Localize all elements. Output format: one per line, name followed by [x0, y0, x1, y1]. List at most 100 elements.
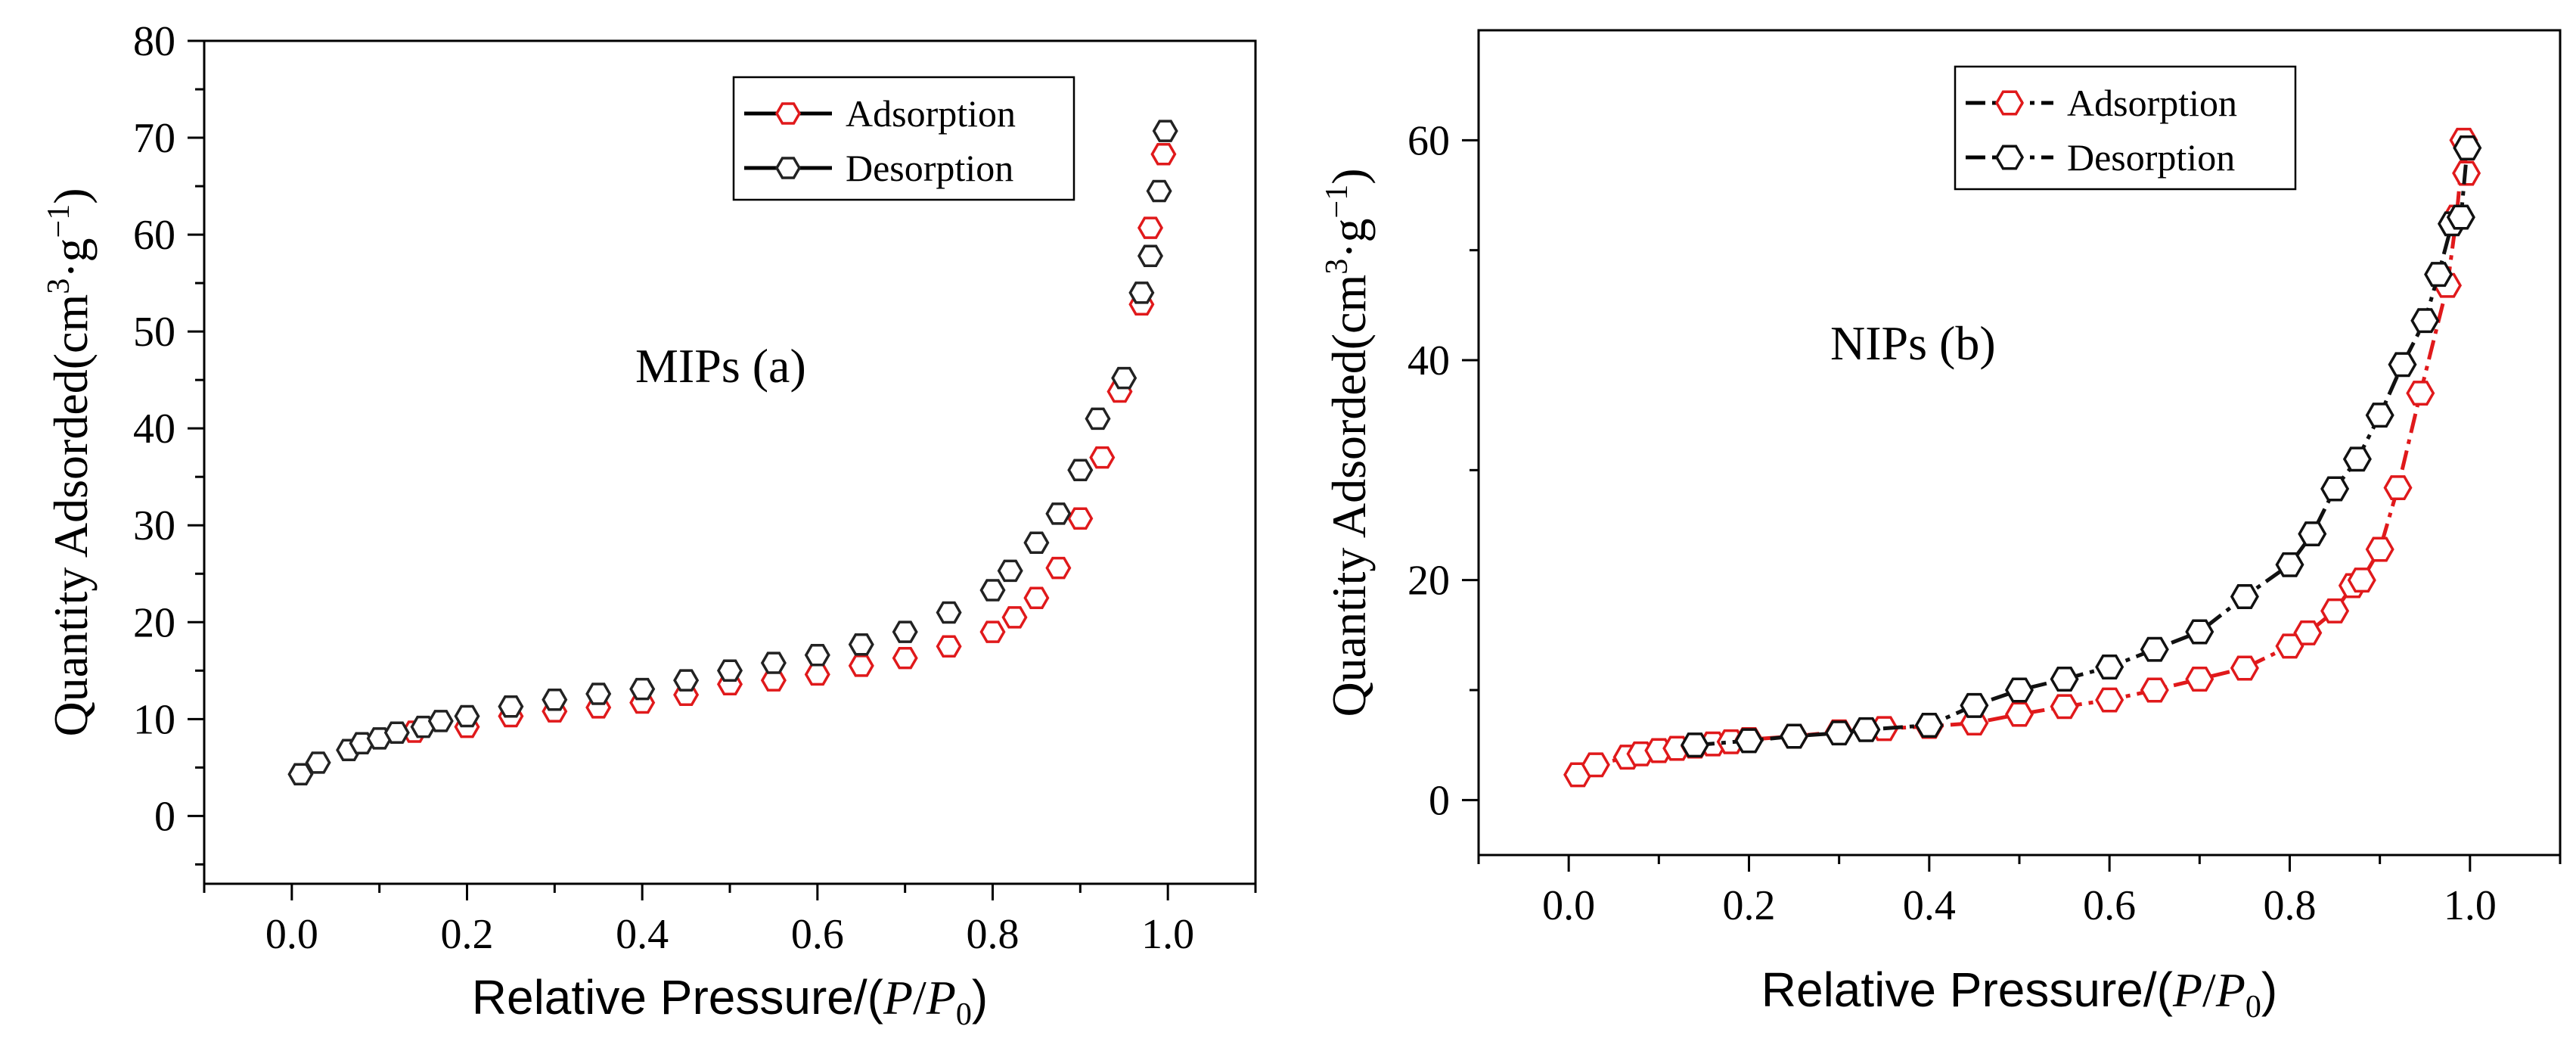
x-title-slash: / [913, 971, 926, 1025]
x-title-text: Relative Pressure/( [1761, 962, 2173, 1017]
data-point [2230, 655, 2259, 681]
data-point [1960, 692, 1989, 718]
series-adsorption [401, 143, 1177, 743]
y-axis-title: Quantity Adsorded(cm3·g−1) [42, 188, 98, 736]
data-point [760, 651, 787, 674]
y-title-close: ) [1322, 168, 1376, 184]
x-tick-label: 0.8 [967, 911, 1020, 958]
data-point [979, 620, 1006, 643]
x-tick-label: 0.0 [265, 911, 318, 958]
x-title-close: ) [972, 970, 988, 1025]
series-desorption [287, 120, 1178, 786]
x-tick-label: 0.6 [791, 911, 844, 958]
data-point [2342, 446, 2372, 472]
y-tick-label: 0 [154, 793, 175, 840]
legend-label: Adsorption [846, 92, 1016, 135]
data-point [287, 763, 314, 786]
data-point [1581, 752, 1610, 778]
x-tick-label: 0.0 [1542, 882, 1595, 929]
x-title-var: P [2215, 963, 2245, 1017]
chart-mips: MIPs (a) Relative Pressure/(P/P0) Quanti… [42, 18, 1257, 1032]
data-point [2388, 352, 2417, 378]
data-point [936, 635, 962, 658]
data-point [716, 659, 743, 683]
legend-label: Adsorption [2067, 82, 2237, 124]
data-point [804, 644, 830, 667]
data-point [2453, 135, 2482, 160]
x-axis-title: Relative Pressure/(P/P0) [1761, 962, 2277, 1025]
data-point [2383, 475, 2413, 501]
y-title-text: Quantity Adsorded(cm [44, 294, 98, 737]
y-tick-label: 10 [133, 696, 175, 743]
x-tick-label: 0.2 [1723, 882, 1776, 929]
data-point [1137, 216, 1164, 239]
data-point [2185, 619, 2214, 645]
y-tick-label: 60 [1407, 117, 1450, 164]
data-point [673, 669, 700, 692]
data-point [2185, 666, 2214, 692]
data-point [1045, 502, 1072, 525]
y-title-text: Quantity Adsorded(cm [1322, 275, 1376, 717]
data-point [2004, 677, 2034, 703]
x-tick-label: 0.4 [616, 911, 669, 958]
x-tick-label: 0.4 [1903, 882, 1956, 929]
y-axis-title: Quantity Adsorded(cm3·g−1) [1320, 168, 1376, 717]
x-title-sub: 0 [2245, 990, 2261, 1025]
data-point [2140, 677, 2169, 703]
data-point [1680, 732, 1710, 758]
legend-marker [1994, 145, 2025, 170]
data-point [2095, 655, 2124, 679]
x-title-sub: 0 [956, 997, 972, 1032]
data-point [2050, 694, 2079, 720]
y-tick-label: 40 [133, 406, 175, 452]
legend-marker [774, 102, 802, 125]
series-desorption [1680, 135, 2482, 758]
data-point [1780, 723, 1809, 749]
data-point [2293, 620, 2323, 645]
data-point [1914, 713, 1944, 738]
data-point [979, 579, 1006, 602]
data-point [2275, 552, 2304, 577]
x-title-slash: / [2202, 963, 2216, 1017]
data-point [2298, 521, 2327, 547]
legend: Adsorption Desorption [1954, 65, 2297, 191]
data-point [2230, 583, 2259, 609]
y-tick-label: 20 [1407, 558, 1450, 605]
data-point [1137, 244, 1164, 268]
y-title-sup: 3 [42, 278, 76, 294]
data-point [1085, 407, 1111, 431]
data-point [542, 688, 568, 711]
y-title-sup: −1 [1320, 185, 1355, 219]
data-point [2320, 598, 2350, 623]
chart-nips: NIPs (b) Relative Pressure/(P/P0) Quanti… [1320, 29, 2562, 1025]
data-point [2410, 308, 2440, 334]
y-title-text: ·g [1322, 218, 1376, 258]
legend-marker [774, 157, 802, 179]
data-point [383, 721, 410, 744]
data-point [2140, 636, 2169, 662]
series-line [1694, 148, 2469, 748]
y-tick-label: 40 [1407, 337, 1450, 384]
data-point [1734, 728, 1764, 754]
data-point [1152, 120, 1178, 142]
legend-label: Desorption [2067, 136, 2235, 179]
data-point [1067, 459, 1094, 481]
legend-label: Desorption [846, 147, 1013, 189]
y-title-sup: −1 [42, 204, 76, 238]
data-point [1023, 531, 1050, 555]
data-point [585, 683, 612, 705]
data-point [848, 655, 874, 677]
data-point [629, 677, 656, 701]
data-point [427, 710, 454, 732]
y-tick-label: 60 [133, 212, 175, 259]
x-tick-label: 1.0 [2444, 882, 2497, 929]
data-point [1045, 556, 1072, 580]
data-point [2050, 666, 2079, 692]
data-point [1111, 366, 1137, 390]
data-point [2424, 262, 2453, 288]
panel-annotation: MIPs (a) [635, 339, 806, 393]
data-point [1128, 281, 1155, 304]
x-title-var: P [2172, 963, 2202, 1017]
y-tick-label: 80 [133, 18, 175, 65]
